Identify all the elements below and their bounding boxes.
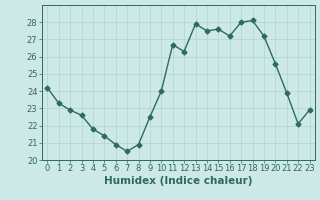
X-axis label: Humidex (Indice chaleur): Humidex (Indice chaleur) bbox=[104, 176, 253, 186]
